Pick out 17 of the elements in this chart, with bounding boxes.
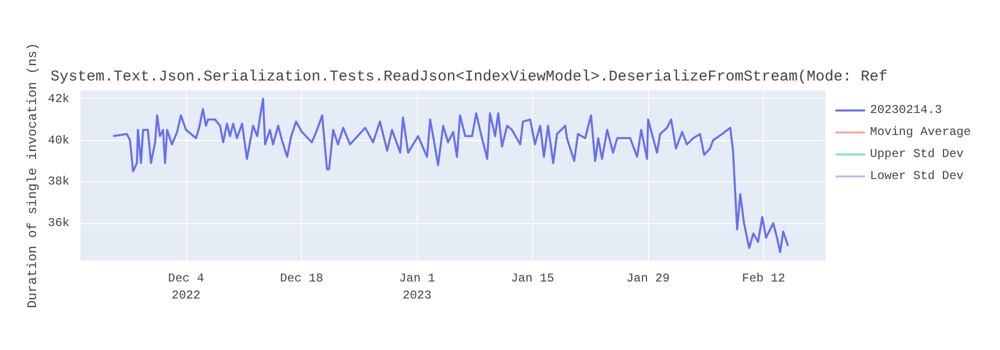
- legend-label: Lower Std Dev: [870, 169, 964, 183]
- x-tick-label: Jan 1 2023: [399, 272, 436, 302]
- y-tick-label: 38k: [48, 174, 70, 189]
- x-tick-label: Dec 18: [280, 272, 324, 286]
- y-axis-title: Duration of single invocation (ns): [24, 42, 40, 308]
- chart-title: System.Text.Json.Serialization.Tests.ReadJson<IndexViewModel>.DeserializeFromStream(Mode: Ref: [50, 68, 888, 86]
- legend-label: Moving Average: [870, 125, 971, 139]
- x-tick-label: Jan 15: [510, 272, 554, 286]
- legend-label: Upper Std Dev: [870, 147, 964, 161]
- x-tick-label: Feb 12: [742, 272, 786, 286]
- y-tick-label: 42k: [48, 92, 70, 106]
- x-tick-label: Dec 4 2022: [168, 272, 204, 302]
- y-tick-label: 40k: [48, 133, 70, 148]
- x-tick-label: Jan 29: [626, 272, 670, 286]
- line-series: [112, 98, 790, 254]
- legend-label: 20230214.3: [870, 103, 942, 117]
- y-tick-label: 36k: [48, 216, 70, 230]
